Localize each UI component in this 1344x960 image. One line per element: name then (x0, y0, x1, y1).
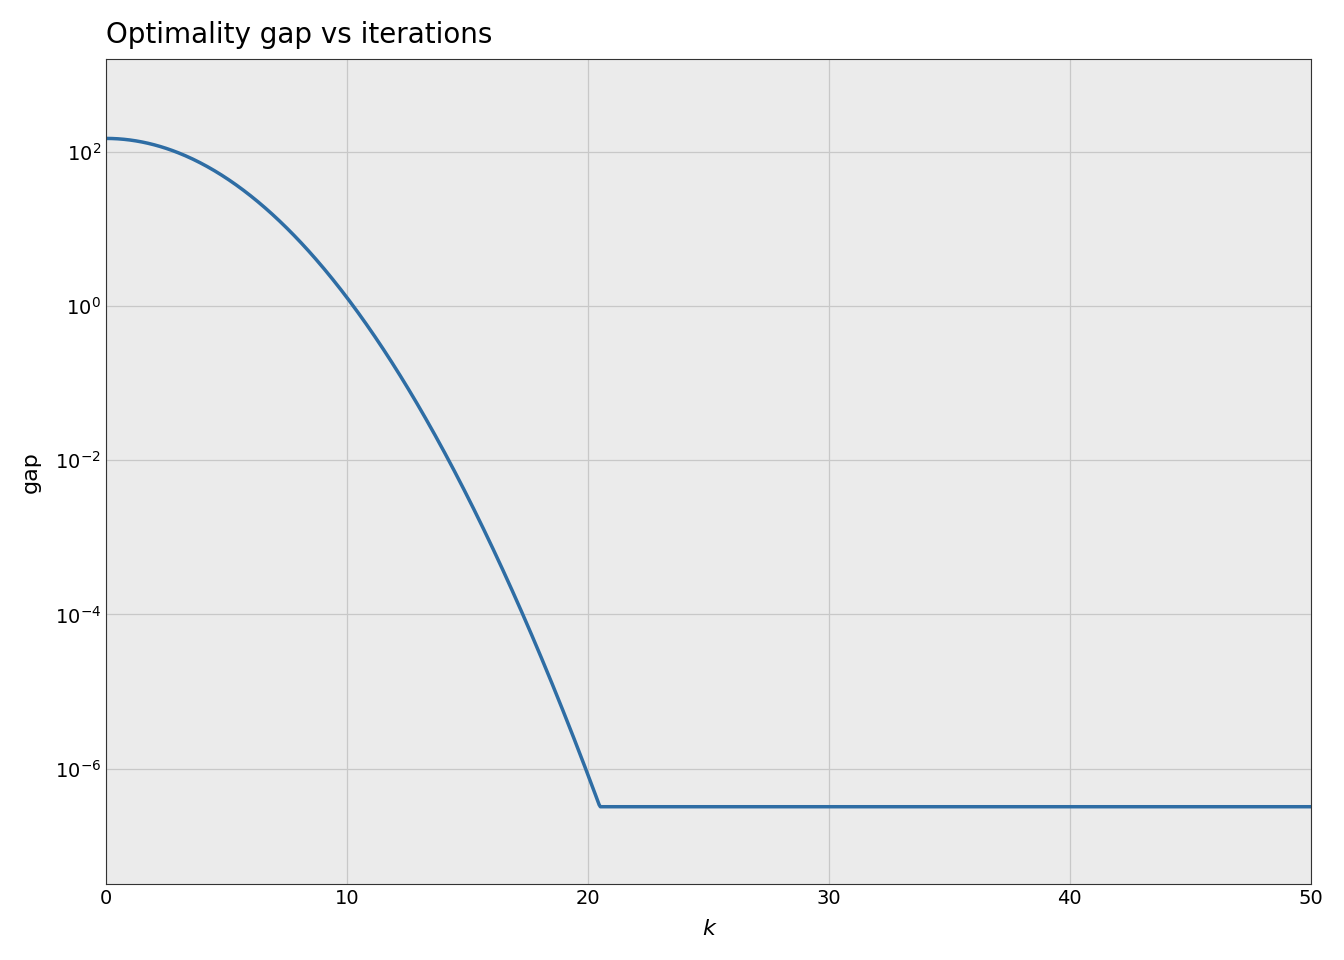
X-axis label: k: k (702, 919, 715, 939)
Text: Optimality gap vs iterations: Optimality gap vs iterations (106, 21, 492, 49)
Y-axis label: gap: gap (22, 451, 40, 492)
